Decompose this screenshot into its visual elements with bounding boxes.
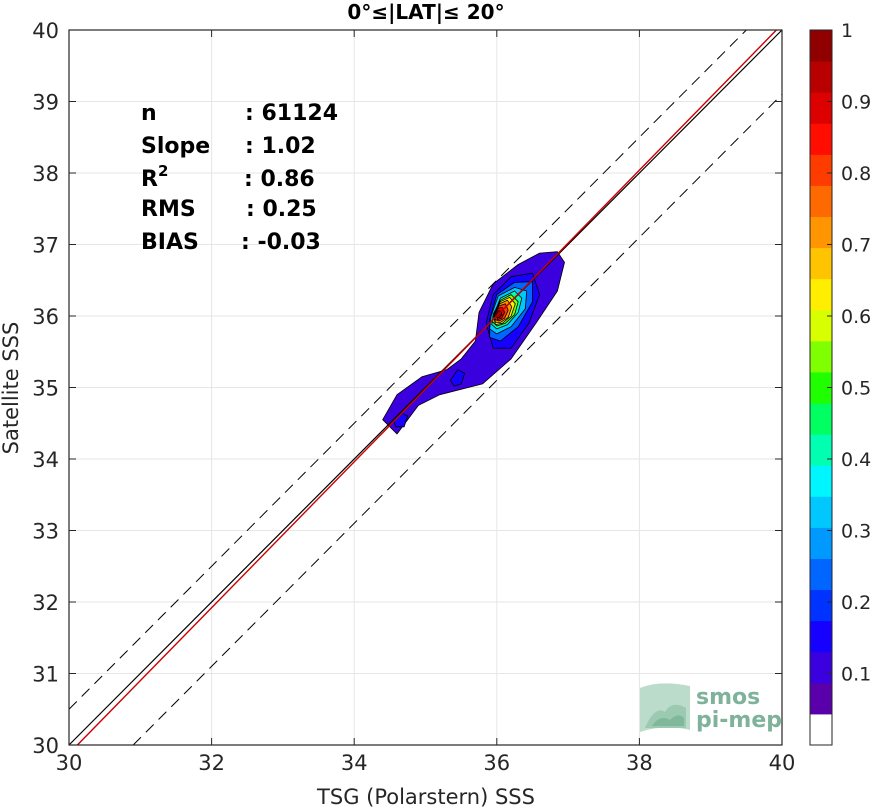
contour-blob bbox=[450, 369, 466, 387]
colorbar-segment bbox=[810, 185, 832, 218]
colorbar-segment bbox=[810, 247, 832, 280]
smos-pi-mep-logo: smos pi-mep bbox=[640, 683, 782, 733]
y-tick-label: 32 bbox=[32, 591, 59, 615]
y-tick-label: 35 bbox=[32, 377, 59, 401]
colorbar-segment bbox=[810, 340, 832, 373]
chart-title: 0°≤|LAT|≤ 20° bbox=[347, 0, 504, 24]
bound-line bbox=[132, 93, 783, 746]
colorbar-segment bbox=[810, 558, 832, 591]
density-contours bbox=[382, 251, 565, 435]
colorbar-segment bbox=[810, 651, 832, 684]
y-tick-label: 33 bbox=[32, 520, 59, 544]
colorbar-segment bbox=[810, 403, 832, 435]
logo-line1: smos bbox=[696, 685, 760, 710]
stat-value: : 1.02 bbox=[245, 134, 316, 159]
colorbar-segment bbox=[810, 496, 832, 528]
stat-superscript: 2 bbox=[158, 162, 168, 180]
logo-line2: pi-mep bbox=[696, 708, 782, 733]
colorbar-tick-label: 0.1 bbox=[841, 664, 871, 686]
regression-line bbox=[76, 29, 777, 746]
y-tick-label: 31 bbox=[32, 663, 59, 687]
y-tick-label: 39 bbox=[32, 91, 59, 115]
colorbar-segment bbox=[810, 30, 832, 62]
x-tick-label: 32 bbox=[198, 751, 225, 775]
statistics-box: n : 61124 Slope : 1.02 R2 : 0.86 RMS : 0.25 BIAS… bbox=[141, 101, 338, 255]
colorbar-segment bbox=[810, 371, 832, 404]
reference-lines bbox=[68, 29, 783, 746]
colorbar-tick-label: 0.8 bbox=[841, 163, 871, 185]
colorbar-tick-label: 0.5 bbox=[841, 378, 871, 400]
x-tick-label: 40 bbox=[769, 751, 796, 775]
stat-name: Slope bbox=[141, 134, 210, 159]
stat-name: n bbox=[141, 101, 157, 126]
colorbar-segment bbox=[810, 309, 832, 342]
stat-name: R2 bbox=[141, 162, 168, 192]
colorbar: 0.1 0.2 0.3 0.4 0.5 0.6 0.7 0.8 0.9 1 bbox=[809, 20, 871, 746]
colorbar-segment bbox=[810, 92, 832, 124]
stat-value: : 0.86 bbox=[244, 167, 315, 192]
x-tick-label: 34 bbox=[341, 751, 368, 775]
colorbar-segment bbox=[810, 154, 832, 186]
colorbar-segment bbox=[810, 465, 832, 497]
y-tick-label: 30 bbox=[32, 734, 59, 758]
stat-name: RMS bbox=[141, 197, 196, 222]
y-axis-label: Satellite SSS bbox=[0, 322, 23, 455]
x-tick-label: 38 bbox=[626, 751, 653, 775]
tick-labels: 30 32 34 36 38 40 30 31 32 33 34 35 36 37 38 39 40 bbox=[32, 19, 795, 775]
y-tick-label: 37 bbox=[32, 234, 59, 258]
colorbar-segment bbox=[810, 527, 832, 559]
y-tick-label: 36 bbox=[32, 305, 59, 329]
colorbar-tick-label: 0.4 bbox=[841, 449, 871, 471]
colorbar-tick-label: 0.7 bbox=[841, 235, 871, 257]
identity-line bbox=[68, 29, 783, 746]
x-tick-label: 36 bbox=[483, 751, 510, 775]
colorbar-segment bbox=[810, 278, 832, 311]
y-tick-label: 38 bbox=[32, 162, 59, 186]
colorbar-segment bbox=[810, 216, 832, 249]
x-axis-label: TSG (Polarstern) SSS bbox=[316, 785, 535, 809]
colorbar-segment bbox=[810, 682, 832, 715]
y-tick-label: 34 bbox=[32, 448, 59, 472]
colorbar-tick-label: 0.2 bbox=[841, 592, 871, 614]
y-tick-label: 40 bbox=[32, 19, 59, 43]
bound-line bbox=[68, 29, 747, 710]
colorbar-segment bbox=[810, 589, 832, 622]
logo-wave-icon bbox=[640, 683, 690, 732]
stat-value: : 61124 bbox=[245, 101, 338, 126]
colorbar-segment bbox=[810, 61, 832, 93]
colorbar-tick-label: 1 bbox=[841, 20, 853, 42]
stat-value: : 0.25 bbox=[246, 197, 317, 222]
colorbar-segment bbox=[810, 620, 832, 653]
stat-name: BIAS bbox=[141, 230, 199, 255]
x-tick-label: 30 bbox=[56, 751, 83, 775]
stat-value: : -0.03 bbox=[241, 230, 321, 255]
colorbar-tick-label: 0.6 bbox=[841, 306, 871, 328]
colorbar-segment bbox=[810, 434, 832, 466]
colorbar-tick-label: 0.9 bbox=[841, 92, 871, 114]
colorbar-tick-label: 0.3 bbox=[841, 521, 871, 543]
axes bbox=[68, 29, 783, 746]
colorbar-segment bbox=[810, 713, 832, 746]
colorbar-segment bbox=[810, 123, 832, 155]
contour-level-0.05 bbox=[382, 251, 565, 435]
